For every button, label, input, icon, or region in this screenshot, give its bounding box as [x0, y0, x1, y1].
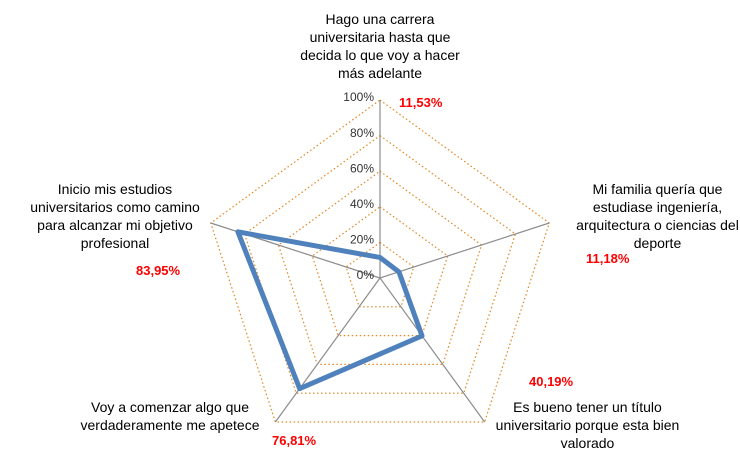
r-tick-label: 80% — [350, 126, 374, 140]
r-tick-label: 40% — [350, 197, 374, 211]
axis-spoke — [379, 222, 550, 279]
series-line — [235, 229, 425, 392]
r-tick-label: 60% — [350, 161, 374, 175]
r-tick-label: 0% — [357, 268, 375, 282]
category-label: Inicio mis estudios universitarios como … — [30, 181, 200, 251]
value-label: 76,81% — [272, 433, 317, 448]
grid-ring — [345, 241, 415, 308]
category-label: Voy a comenzar algo que verdaderamente m… — [80, 399, 260, 433]
category-label: Es bueno tener un título universitario p… — [495, 399, 680, 451]
r-tick-label: 20% — [350, 233, 374, 247]
axis-spoke — [379, 277, 486, 423]
value-label: 83,95% — [136, 263, 181, 278]
r-tick-label: 100% — [343, 90, 374, 104]
category-label: Mi familia quería que estudiase ingenier… — [576, 181, 739, 251]
value-label: 40,19% — [529, 374, 574, 389]
axis-spoke — [274, 277, 381, 423]
value-label: 11,53% — [399, 95, 443, 110]
grid-ring — [277, 170, 483, 366]
value-label: 11,18% — [586, 251, 630, 266]
category-label: Hago una carrera universitaria hasta que… — [300, 11, 460, 81]
